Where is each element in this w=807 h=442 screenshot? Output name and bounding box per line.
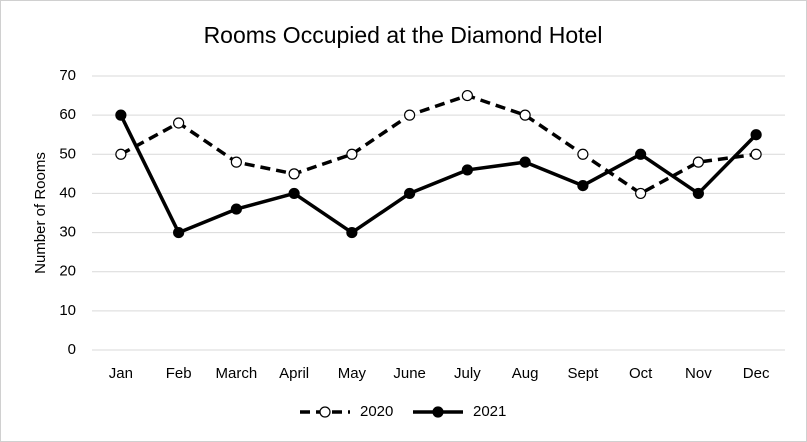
x-tick-label: July (454, 365, 481, 382)
data-point (461, 89, 473, 102)
data-point (288, 187, 300, 200)
y-tick-label: 60 (59, 106, 76, 123)
y-tick-label: 40 (59, 184, 76, 201)
data-point (404, 109, 416, 121)
data-point (346, 148, 358, 160)
data-point (692, 187, 704, 200)
data-point (173, 117, 185, 129)
data-point (577, 148, 589, 160)
data-point (173, 226, 185, 239)
data-point (404, 187, 416, 200)
legend-marker (432, 406, 444, 418)
data-point (230, 203, 242, 215)
y-tick-label: 10 (59, 302, 76, 319)
data-point (692, 156, 704, 168)
x-tick-label: March (216, 365, 258, 382)
x-tick-label: Dec (743, 365, 770, 382)
data-point (288, 168, 300, 180)
data-point (346, 226, 358, 239)
data-point (519, 156, 531, 168)
data-point (750, 129, 762, 141)
data-point (230, 156, 242, 168)
x-tick-label: Sept (567, 365, 599, 382)
x-tick-label: June (393, 365, 426, 382)
data-point (577, 180, 589, 192)
data-point (750, 148, 762, 160)
y-tick-label: 50 (59, 145, 76, 162)
x-tick-label: Feb (166, 365, 192, 382)
x-tick-label: May (338, 365, 367, 382)
data-point (461, 164, 473, 176)
x-tick-label: Oct (629, 365, 653, 382)
x-tick-label: April (279, 365, 309, 382)
data-point (115, 148, 127, 160)
y-axis-label: Number of Rooms (32, 152, 49, 274)
y-tick-label: 0 (68, 341, 76, 358)
x-tick-label: Nov (685, 365, 712, 382)
legend-label: 2021 (473, 403, 506, 420)
legend-marker (319, 406, 331, 418)
data-point (519, 109, 531, 121)
y-tick-label: 70 (59, 67, 76, 84)
legend-label: 2020 (360, 403, 393, 420)
data-point (635, 148, 647, 160)
data-point (115, 109, 127, 121)
x-tick-label: Jan (109, 365, 133, 382)
series-line (119, 114, 758, 235)
data-point (635, 187, 647, 200)
y-tick-label: 20 (59, 263, 76, 280)
x-tick-label: Aug (512, 365, 539, 382)
y-tick-label: 30 (59, 224, 76, 241)
series-line (120, 93, 757, 196)
chart-title: Rooms Occupied at the Diamond Hotel (204, 22, 603, 48)
